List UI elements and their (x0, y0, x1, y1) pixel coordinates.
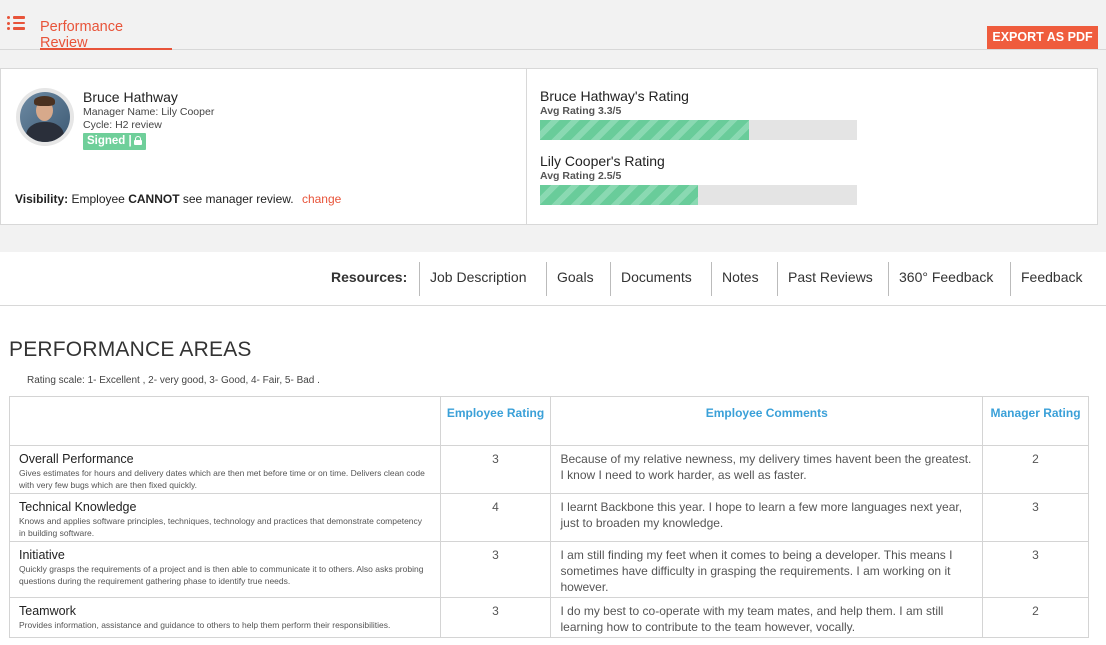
rating-avg: Avg Rating 2.5/5 (540, 170, 622, 182)
area-description: Provides information, assistance and gui… (19, 620, 391, 630)
employee-comment-cell[interactable]: I learnt Backbone this year. I hope to l… (550, 493, 984, 542)
employee-comment-cell[interactable]: I am still finding my feet when it comes… (550, 541, 984, 598)
table-header-row: Employee Rating Employee Comments Manage… (9, 396, 1089, 446)
rating-bar-fill (540, 120, 749, 140)
rating-scale-note: Rating scale: 1- Excellent , 2- very goo… (27, 375, 320, 386)
area-name: Technical Knowledge (19, 500, 137, 514)
avatar (16, 88, 74, 146)
rating-bar (540, 120, 857, 140)
employee-info: Bruce Hathway Manager Name: Lily Cooper … (1, 69, 527, 224)
manager-rating-header: Manager Rating (982, 396, 1089, 446)
signed-label: Signed | (87, 135, 132, 147)
employee-comments-header: Employee Comments (550, 396, 984, 446)
manager-rating-cell[interactable]: 3 (982, 541, 1089, 598)
employee-rating-summary: Bruce Hathway's Rating Avg Rating 3.3/5 (540, 88, 860, 140)
visibility-line: Visibility: Employee CANNOT see manager … (15, 192, 341, 206)
area-column-header (9, 396, 441, 446)
manager-rating-cell[interactable]: 2 (982, 445, 1089, 494)
resources-label: Resources: (331, 269, 408, 285)
employee-rating-header: Employee Rating (439, 396, 552, 446)
section-title: PERFORMANCE AREAS (9, 338, 252, 361)
resource-goals[interactable]: Goals (546, 262, 610, 296)
signed-badge: Signed | (83, 133, 146, 150)
table-row: Technical Knowledge Knows and applies so… (9, 493, 1089, 542)
area-name: Teamwork (19, 604, 76, 618)
area-description: Knows and applies software principles, t… (19, 516, 423, 538)
employee-rating-cell[interactable]: 3 (439, 597, 552, 638)
employee-rating-cell[interactable]: 4 (439, 493, 552, 542)
list-menu-icon[interactable] (7, 16, 25, 30)
visibility-text-2: see manager review. (182, 192, 294, 206)
visibility-label: Visibility: (15, 192, 69, 206)
rating-summary: Bruce Hathway's Rating Avg Rating 3.3/5 … (528, 69, 1098, 224)
resources-bar: Resources: Job Description Goals Documen… (0, 252, 1106, 306)
employee-rating-cell[interactable]: 3 (439, 541, 552, 598)
manager-rating-cell[interactable]: 2 (982, 597, 1089, 638)
area-cell: Teamwork Provides information, assistanc… (9, 597, 441, 638)
table-row: Overall Performance Gives estimates for … (9, 445, 1089, 494)
manager-rating-cell[interactable]: 3 (982, 493, 1089, 542)
table-row: Teamwork Provides information, assistanc… (9, 597, 1089, 638)
employee-comment-cell[interactable]: Because of my relative newness, my deliv… (550, 445, 984, 494)
area-cell: Overall Performance Gives estimates for … (9, 445, 441, 494)
area-cell: Initiative Quickly grasps the requiremen… (9, 541, 441, 598)
area-cell: Technical Knowledge Knows and applies so… (9, 493, 441, 542)
review-cycle: Cycle: H2 review (83, 119, 162, 131)
employee-rating-cell[interactable]: 3 (439, 445, 552, 494)
resource-360-feedback[interactable]: 360° Feedback (888, 262, 1010, 296)
rating-avg: Avg Rating 3.3/5 (540, 105, 622, 117)
area-description: Gives estimates for hours and delivery d… (19, 468, 425, 490)
visibility-text-1: Employee (71, 192, 125, 206)
rating-title: Bruce Hathway's Rating (540, 88, 689, 104)
profile-card: Bruce Hathway Manager Name: Lily Cooper … (0, 68, 1098, 225)
resource-feedback[interactable]: Feedback (1010, 262, 1100, 296)
table-row: Initiative Quickly grasps the requiremen… (9, 541, 1089, 598)
manager-name: Manager Name: Lily Cooper (83, 106, 215, 118)
resource-documents[interactable]: Documents (610, 262, 711, 296)
rating-bar (540, 185, 857, 205)
rating-title: Lily Cooper's Rating (540, 153, 665, 169)
resource-job-description[interactable]: Job Description (419, 262, 546, 296)
rating-bar-fill (540, 185, 699, 205)
area-name: Initiative (19, 548, 65, 562)
manager-rating-summary: Lily Cooper's Rating Avg Rating 2.5/5 (540, 153, 860, 205)
performance-table: Employee Rating Employee Comments Manage… (9, 396, 1089, 638)
performance-areas-section: PERFORMANCE AREAS Rating scale: 1- Excel… (0, 306, 1106, 645)
change-visibility-link[interactable]: change (301, 192, 342, 206)
employee-name: Bruce Hathway (83, 89, 178, 105)
resource-notes[interactable]: Notes (711, 262, 777, 296)
employee-comment-cell[interactable]: I do my best to co-operate with my team … (550, 597, 984, 638)
resource-past-reviews[interactable]: Past Reviews (777, 262, 888, 296)
tab-performance-review[interactable]: Performance Review (40, 19, 172, 51)
visibility-strong: CANNOT (128, 192, 180, 206)
lock-icon (133, 136, 142, 145)
export-pdf-button[interactable]: EXPORT AS PDF (987, 26, 1098, 49)
area-name: Overall Performance (19, 452, 134, 466)
top-bar: Performance Review EXPORT AS PDF (0, 0, 1106, 51)
area-description: Quickly grasps the requirements of a pro… (19, 564, 424, 586)
